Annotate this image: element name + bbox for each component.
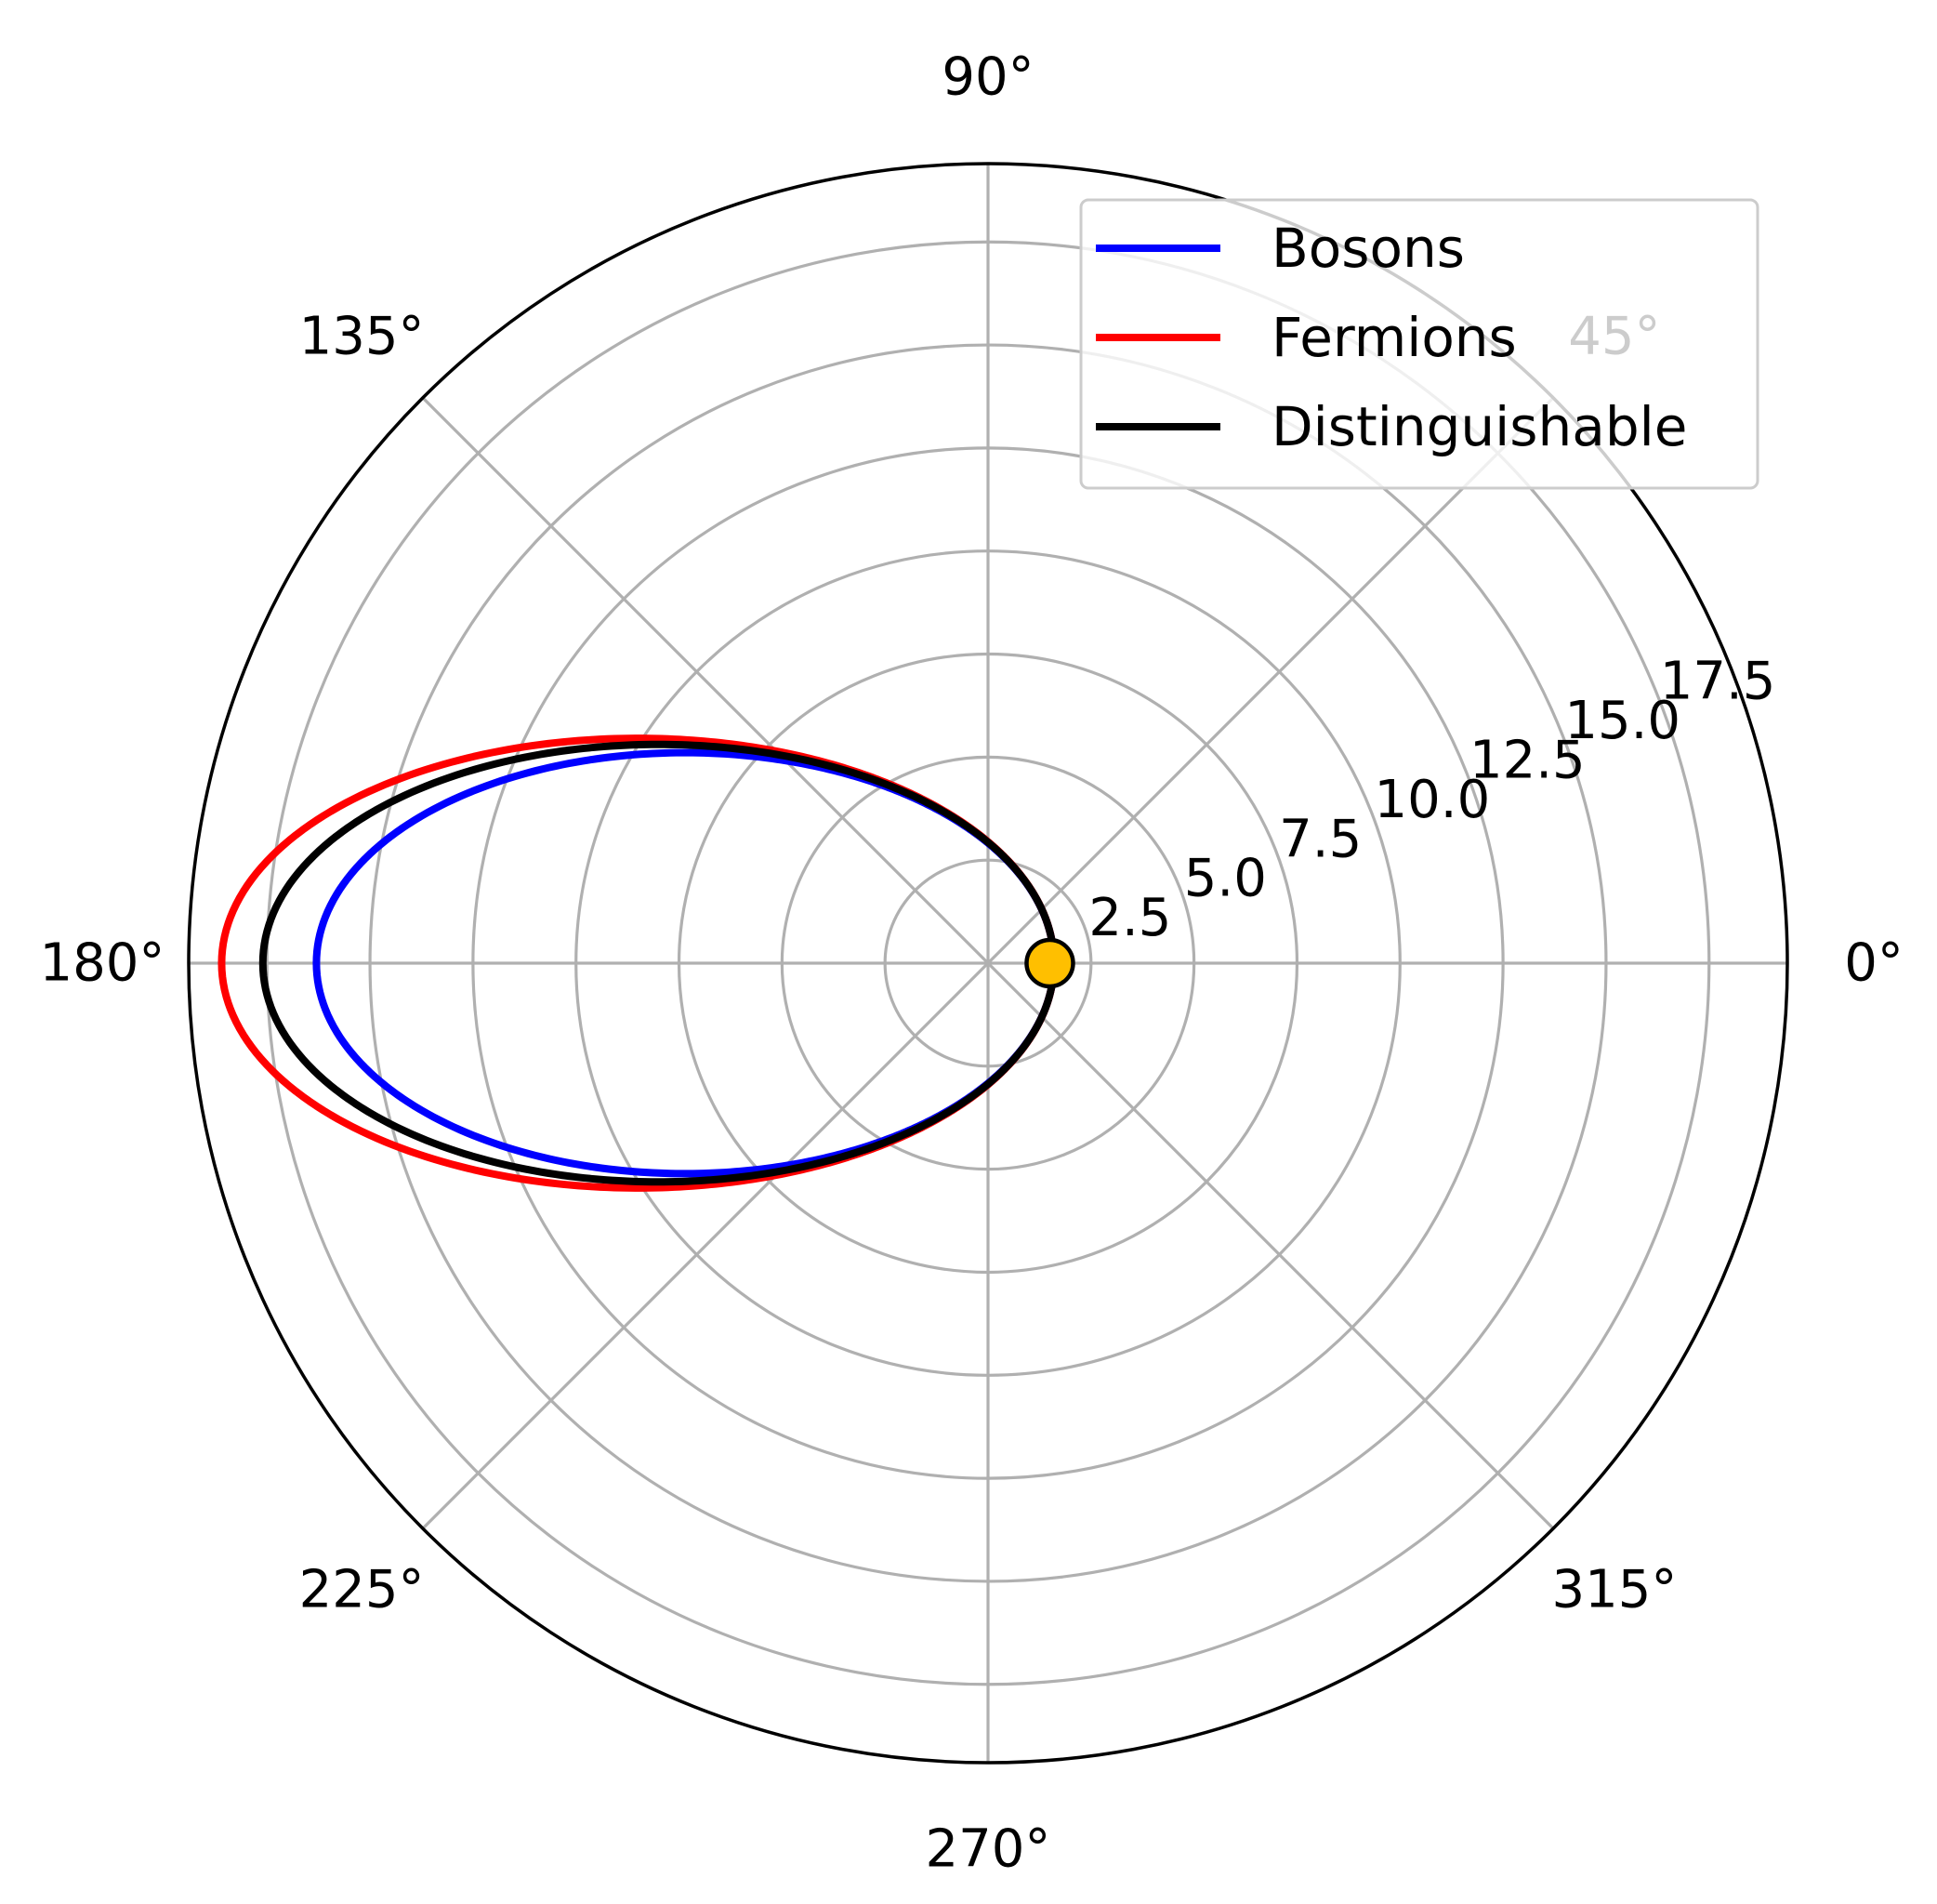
angular-tick-label: 270° — [926, 1819, 1051, 1880]
angular-gridline — [421, 396, 990, 965]
polar-frame — [187, 162, 1789, 1765]
radial-tick-label: 10.0 — [1375, 770, 1491, 830]
radial-tick-label: 17.5 — [1660, 652, 1776, 712]
angular-tick-label: 135° — [299, 307, 425, 367]
angular-tick-label: 90° — [942, 46, 1034, 107]
legend-label-bosons: Bosons — [1272, 217, 1465, 280]
series-line-distinguishable — [258, 740, 1058, 1186]
radial-tick-label: 12.5 — [1469, 730, 1586, 790]
radial-tick-label: 2.5 — [1088, 888, 1171, 948]
radial-tick-label: 5.0 — [1184, 849, 1267, 909]
legend-label-distinguishable: Distinguishable — [1272, 395, 1687, 458]
radial-tick-label: 7.5 — [1279, 809, 1362, 869]
angular-gridline — [421, 961, 990, 1530]
angular-tick-label: 315° — [1551, 1559, 1677, 1620]
legend-box — [1079, 198, 1759, 490]
marker-layer — [1024, 937, 1075, 989]
angular-gridline — [986, 961, 1555, 1530]
legend-label-fermions: Fermions — [1272, 306, 1517, 369]
frame-layer — [187, 162, 1789, 1765]
legend: Bosons Fermions Distinguishable — [1079, 198, 1759, 490]
label-layer: 0°45°90°135°180°225°270°315°2.55.07.510.… — [39, 46, 1903, 1879]
angular-tick-label: 180° — [39, 933, 165, 994]
angular-gridline — [986, 396, 1555, 965]
radial-tick-label: 15.0 — [1564, 691, 1680, 751]
focus-marker — [1024, 937, 1075, 989]
grid-layer — [189, 164, 1787, 1763]
angular-tick-label: 0° — [1844, 933, 1904, 994]
angular-tick-label: 225° — [299, 1559, 425, 1620]
series-layer — [217, 734, 1058, 1192]
